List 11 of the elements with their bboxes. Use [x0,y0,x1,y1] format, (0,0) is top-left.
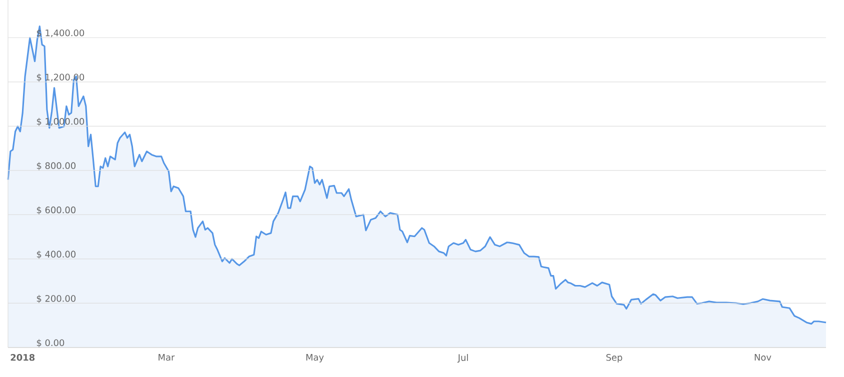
x-tick-label: Nov [754,354,772,361]
x-tick-label: Mar [158,354,175,361]
x-tick-label: Sep [606,354,622,363]
y-tick-label: $ 800.00 [36,162,76,170]
x-tick-label: May [306,354,324,362]
y-tick-label: $ 600.00 [36,206,76,214]
y-tick-label: $ 200.00 [36,294,76,304]
y-tick-label: $ 0.00 [36,339,64,348]
x-tick-label: Jul [457,354,468,363]
y-tick-label: $ 400.00 [36,250,76,259]
x-tick-label: 2018 [10,354,35,361]
